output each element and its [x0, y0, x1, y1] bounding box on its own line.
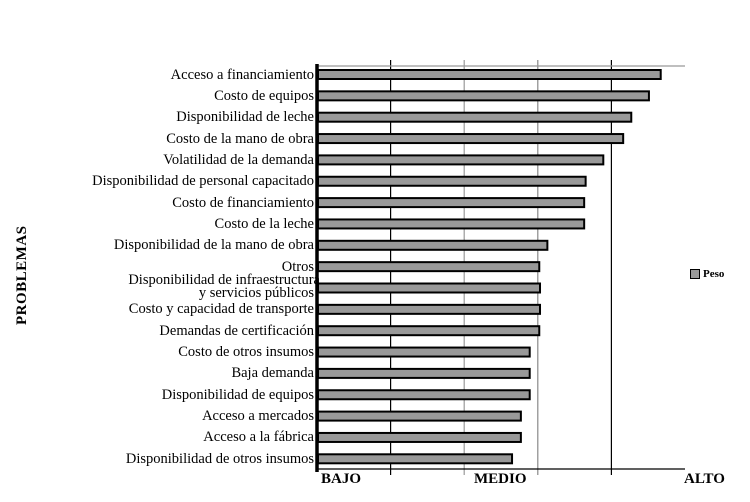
category-label: Disponibilidad de leche	[176, 109, 314, 126]
category-label: Baja demanda	[231, 365, 314, 382]
bar	[317, 282, 542, 294]
category-label: Costo de financiamiento	[172, 194, 314, 211]
bar	[317, 389, 531, 401]
category-label: Acceso a la fábrica	[203, 429, 314, 446]
bar	[317, 410, 522, 422]
category-label: Acceso a mercados	[202, 408, 314, 425]
legend: Peso	[690, 268, 724, 280]
legend-label: Peso	[703, 268, 725, 280]
category-label: Costo de equipos	[214, 87, 314, 104]
bar	[317, 303, 542, 315]
bar	[317, 175, 587, 187]
x-tick-medio: MEDIO	[474, 471, 527, 487]
bar	[317, 261, 541, 273]
bar	[317, 431, 522, 443]
legend-swatch-icon	[690, 269, 700, 279]
category-label: Otros	[281, 258, 314, 275]
category-label: Costo de la mano de obra	[166, 130, 314, 147]
category-label: Disponibilidad de infraestructura y servi…	[128, 272, 320, 301]
bar	[317, 453, 514, 465]
bar	[317, 197, 586, 209]
bar	[317, 218, 586, 230]
bar	[317, 69, 662, 80]
category-label: Costo de otros insumos	[178, 344, 314, 361]
category-label: Costo de la leche	[214, 215, 314, 232]
category-label: Costo y capacidad de transporte	[128, 301, 314, 318]
bar	[317, 90, 650, 102]
bar	[317, 325, 541, 337]
category-label: Acceso a financiamiento	[170, 66, 314, 83]
x-tick-bajo: BAJO	[321, 471, 362, 487]
category-label: Disponibilidad de la mano de obra	[113, 237, 314, 254]
bar	[317, 239, 549, 251]
y-axis-label: PROBLEMAS	[14, 225, 30, 325]
bar	[317, 367, 531, 379]
category-label: Disponibilidad de otros insumos	[125, 450, 314, 467]
bar	[317, 154, 605, 166]
category-label: Volatilidad de la demanda	[163, 151, 314, 168]
bar	[317, 111, 633, 123]
bar	[317, 346, 531, 358]
category-label: Disponibilidad de equipos	[161, 386, 314, 403]
bar	[317, 133, 625, 145]
x-tick-alto: ALTO	[684, 471, 725, 487]
category-label: Demandas de certificación	[159, 322, 314, 339]
category-label: Disponibilidad de personal capacitado	[92, 173, 314, 190]
